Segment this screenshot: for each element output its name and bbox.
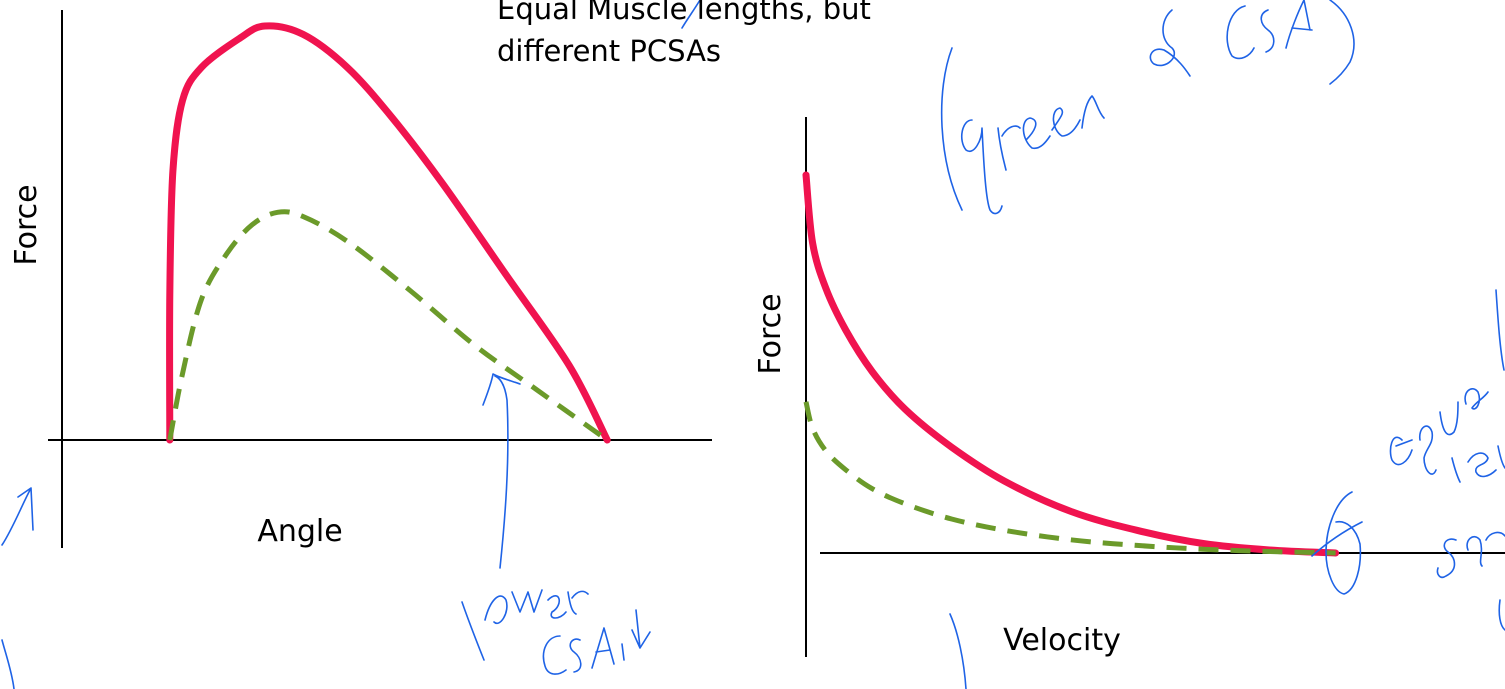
chart1-series-solid-line bbox=[166, 22, 611, 444]
chart1-series-dashed-line bbox=[167, 209, 609, 443]
handwritten-note-lengths bbox=[1451, 445, 1505, 483]
chart2-ylabel: Force bbox=[753, 293, 788, 374]
handwritten-stroke-left-bottom bbox=[1, 639, 15, 689]
chart2-series-dashed-line bbox=[803, 401, 1336, 556]
chart1-ylabel: Force bbox=[9, 184, 44, 265]
chart1-series bbox=[166, 22, 611, 444]
page-title: Equal Muscle lengths, but different PCSA… bbox=[497, 0, 957, 72]
handwritten-scribble-csa bbox=[542, 609, 651, 675]
handwritten-note-green bbox=[940, 47, 1105, 215]
chart1-axes bbox=[48, 10, 712, 548]
handwritten-note-same bbox=[1436, 531, 1505, 631]
handwritten-arrow-left bbox=[1, 487, 34, 546]
title-line-2: different PCSAs bbox=[497, 34, 722, 68]
chart2-axes bbox=[805, 117, 1505, 657]
chart1-xlabel: Angle bbox=[257, 514, 342, 549]
chart2-series bbox=[802, 171, 1340, 557]
chart2-series-solid-line bbox=[802, 171, 1340, 557]
handwritten-stroke-chart2-bottom bbox=[949, 613, 967, 689]
chart2-xlabel: Velocity bbox=[1003, 623, 1121, 658]
handwritten-glyph-axis bbox=[1311, 491, 1363, 595]
handwritten-note-equal bbox=[1389, 289, 1505, 475]
handwritten-ampersand bbox=[1149, 9, 1191, 77]
handwritten-scribble-lower bbox=[461, 589, 589, 661]
handwritten-stroke-title bbox=[681, 0, 701, 29]
handwritten-arrow-chart1 bbox=[482, 373, 521, 569]
title-line-1: Equal Muscle lengths, but bbox=[497, 0, 871, 26]
handwritten-note-csa bbox=[1226, 0, 1355, 85]
